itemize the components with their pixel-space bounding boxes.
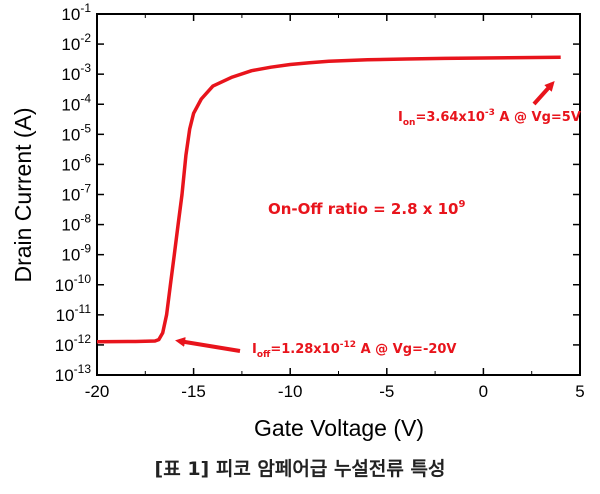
ion-arrow [532, 81, 555, 106]
on-off-ratio-annotation: On-Off ratio = 2.8 x 109 [268, 199, 466, 218]
tick-marks [96, 13, 581, 376]
axes [96, 13, 581, 376]
y-tick-label: 10-10 [55, 272, 92, 295]
x-tick-label: -5 [379, 382, 394, 401]
y-tick-label: 10-3 [61, 61, 91, 84]
y-tick-label: 10-1 [61, 1, 91, 24]
y-tick-label: 10-5 [61, 121, 91, 144]
ion-annotation: Ion=3.64x10-3 A @ Vg=5V [398, 108, 581, 128]
drain-current-chart: -20 -15 -10 -5 0 5 10-1 10-2 10-3 10-4 10-5 10-6 10-… [10, 1, 585, 441]
y-tick-label: 10-9 [61, 242, 91, 265]
y-tick-label: 10-11 [56, 302, 92, 325]
x-tick-label: 5 [575, 382, 584, 401]
y-tick-label: 10-2 [61, 31, 91, 54]
y-tick-label: 10-7 [61, 182, 91, 205]
x-tick-label: 0 [479, 382, 488, 401]
figure-caption: [표 1] 피코 암페어급 누설전류 특성 [154, 458, 446, 480]
y-tick-label: 10-13 [55, 362, 92, 385]
y-axis-title: Drain Current (A) [10, 107, 36, 282]
x-tick-label: -10 [278, 382, 303, 401]
annotations: Ion=3.64x10-3 A @ Vg=5V Ioff=1.28x10-12 A… [175, 81, 581, 360]
x-tick-label: -15 [181, 382, 206, 401]
y-tick-label: 10-4 [61, 91, 91, 114]
x-axis-title: Gate Voltage (V) [254, 415, 424, 441]
y-tick-label: 10-8 [61, 212, 91, 235]
plot-frame [96, 13, 581, 376]
y-tick-label: 10-12 [55, 332, 92, 355]
tick-labels: -20 -15 -10 -5 0 5 10-1 10-2 10-3 10-4 10-5 10-6 10-… [55, 1, 585, 401]
ioff-annotation: Ioff=1.28x10-12 A @ Vg=-20V [252, 340, 457, 360]
series-line [96, 55, 561, 344]
y-tick-label: 10-6 [61, 151, 91, 174]
ioff-arrow [175, 337, 241, 353]
x-tick-label: -20 [85, 382, 110, 401]
